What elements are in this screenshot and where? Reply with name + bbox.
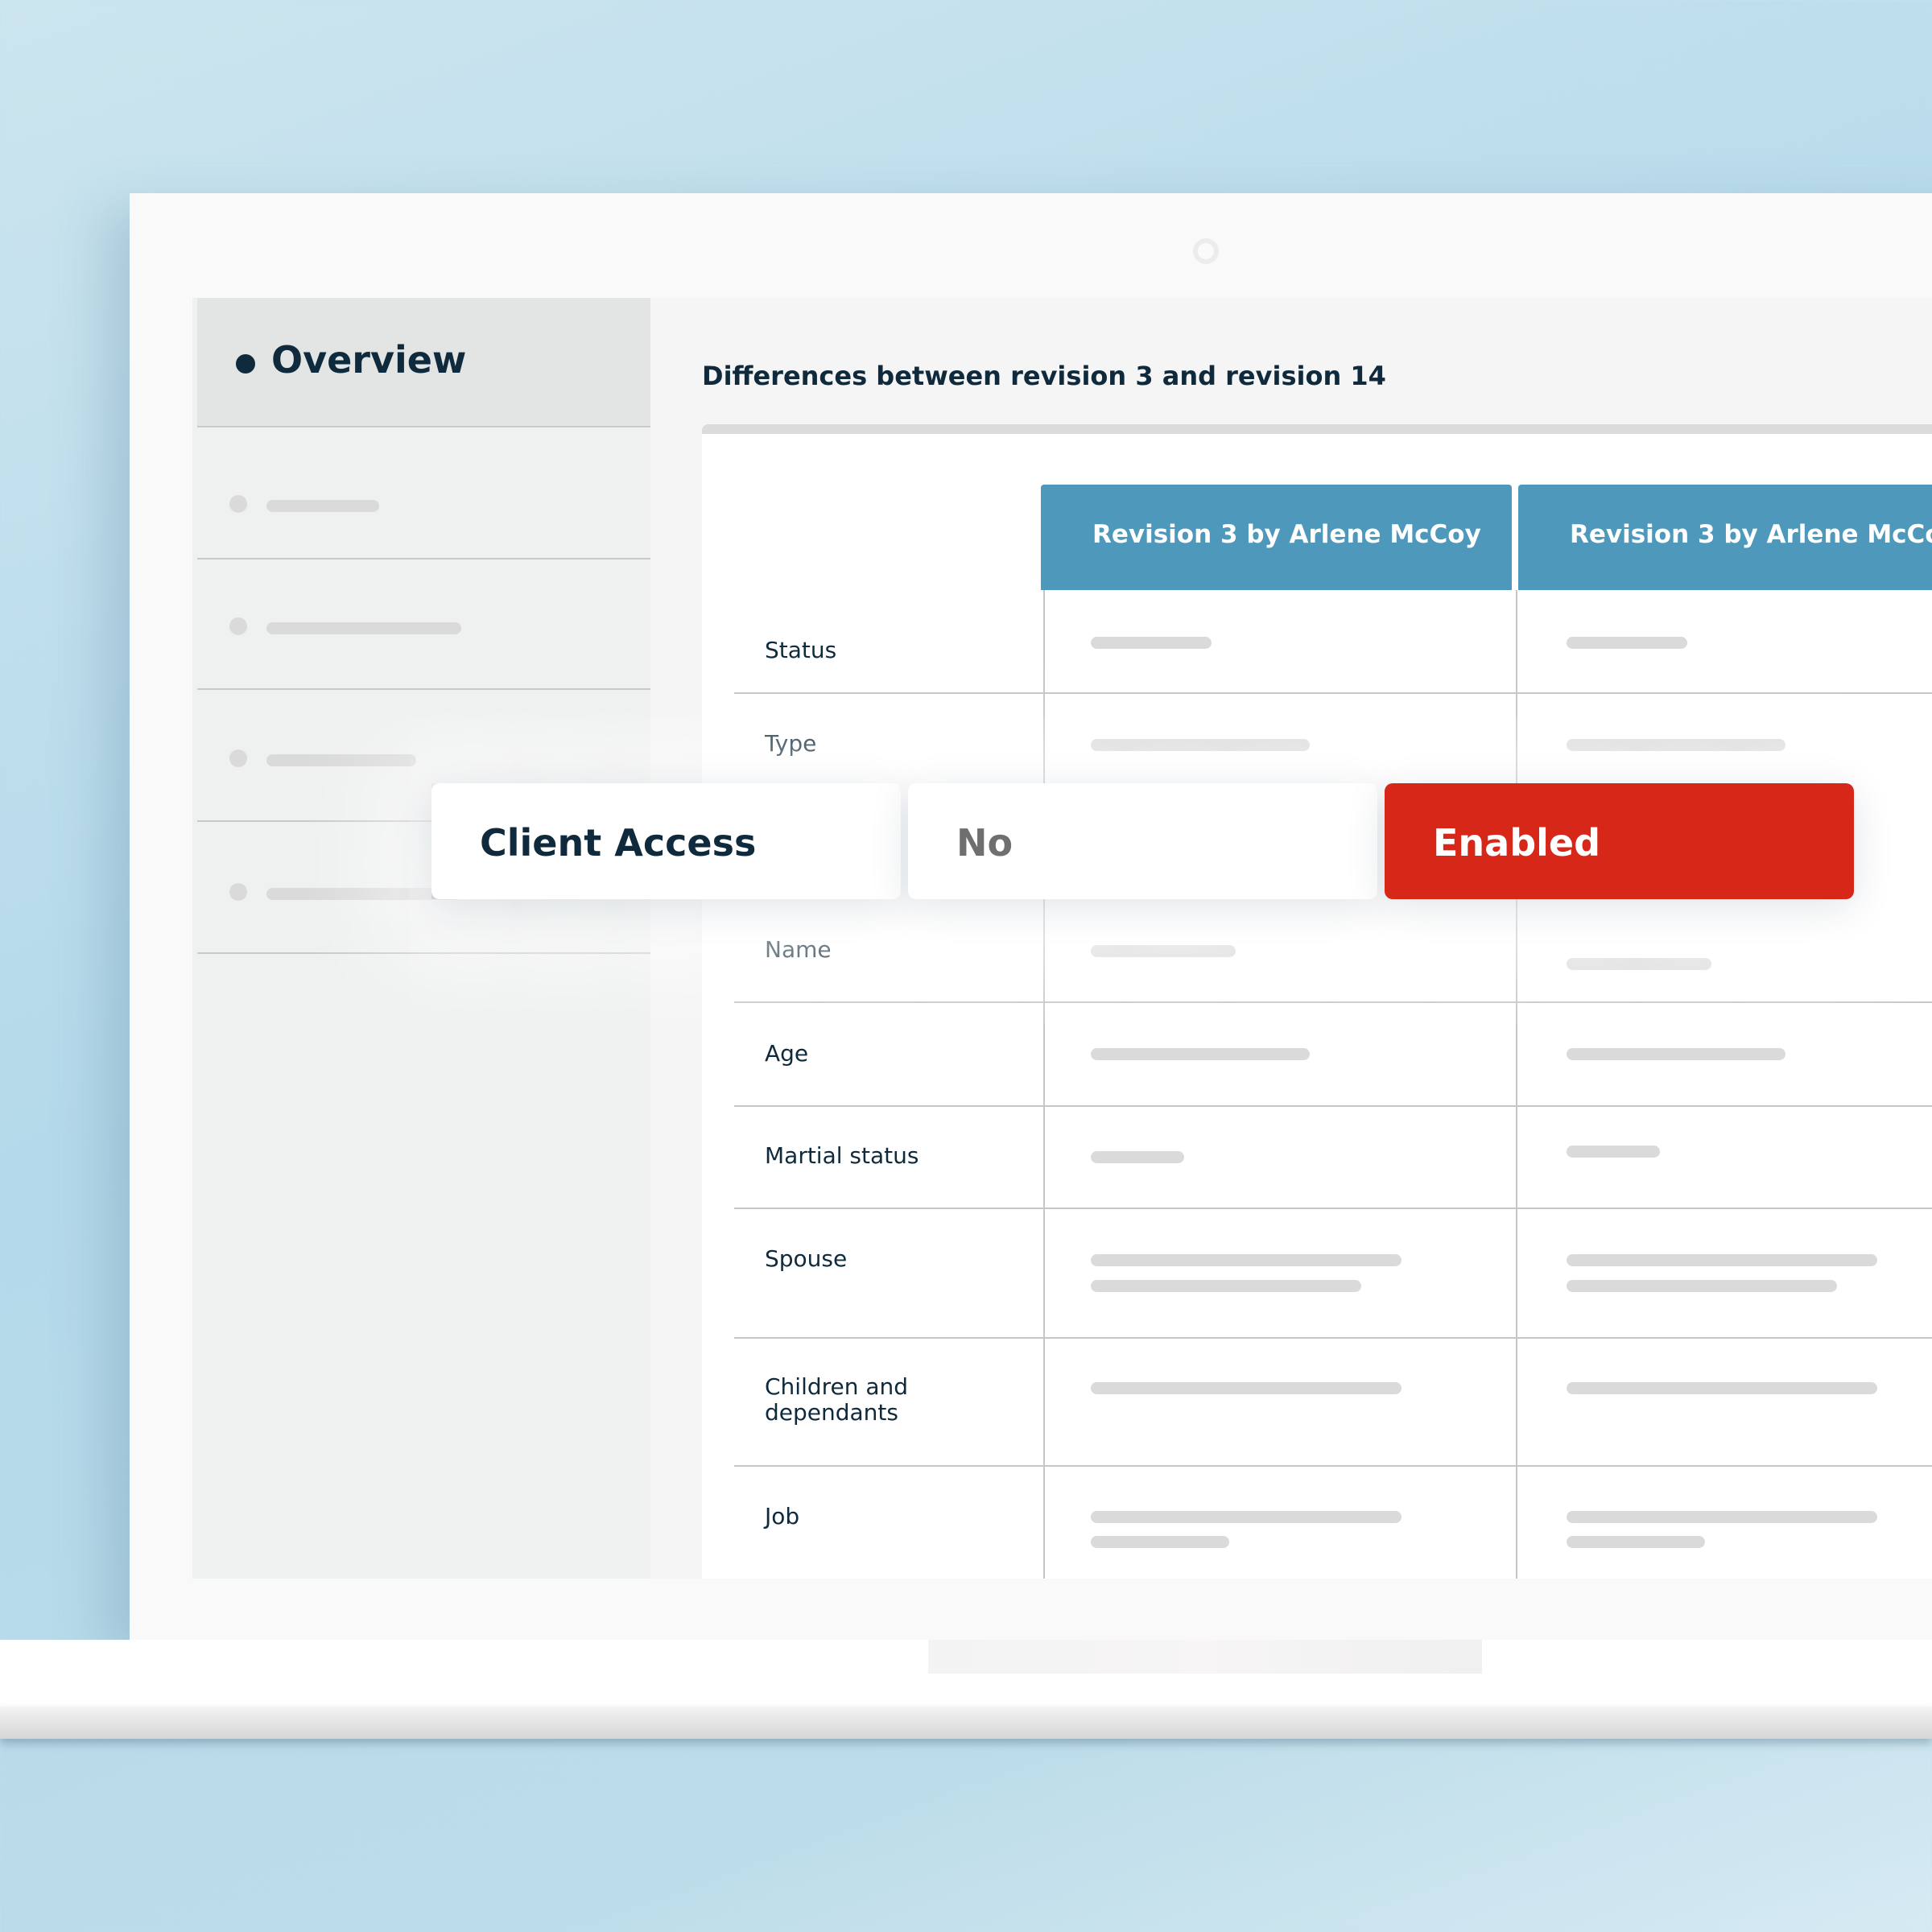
row-divider	[734, 1105, 1932, 1107]
skeleton-value	[1567, 1048, 1785, 1060]
skeleton-value	[1567, 1382, 1877, 1394]
skeleton-value	[1091, 739, 1310, 751]
skeleton-label	[266, 500, 379, 512]
column-header: Revision 3 by Arlene McCoy	[1041, 485, 1512, 590]
skeleton-value	[1567, 1280, 1837, 1292]
skeleton-value	[1091, 637, 1212, 649]
skeleton-value	[1091, 1536, 1229, 1548]
column-header: Revision 3 by Arlene McCoy	[1518, 485, 1932, 590]
bullet-icon	[229, 617, 247, 635]
skeleton-value	[1567, 637, 1687, 649]
bullet-icon	[229, 749, 247, 767]
skeleton-value	[1091, 1151, 1184, 1163]
bullet-icon	[229, 495, 247, 513]
old-value: No	[908, 783, 1377, 899]
sidebar-item[interactable]	[197, 427, 650, 559]
skeleton-label	[266, 622, 461, 634]
skeleton-value	[1567, 958, 1711, 970]
skeleton-value	[1091, 1048, 1310, 1060]
sidebar-item-overview[interactable]: Overview	[197, 298, 650, 427]
row-label-marital-status: Martial status	[765, 1142, 919, 1169]
row-divider	[734, 1337, 1932, 1339]
laptop-notch	[928, 1640, 1482, 1674]
skeleton-value	[1567, 1146, 1660, 1158]
row-label-name: Name	[765, 936, 832, 963]
skeleton-label	[266, 754, 416, 766]
column-divider	[1516, 590, 1517, 1579]
skeleton-value	[1091, 1280, 1361, 1292]
sidebar-item-label: Overview	[271, 338, 467, 382]
row-label-children: Children and dependants	[765, 1373, 909, 1426]
sidebar: Overview	[192, 298, 650, 1579]
bullet-icon	[229, 883, 247, 901]
row-divider	[734, 1465, 1932, 1467]
skeleton-value	[1567, 1254, 1877, 1266]
highlighted-row: Client Access No Enabled	[431, 783, 1855, 899]
highlight-label: Client Access	[431, 783, 901, 899]
laptop-base-edge	[0, 1707, 1932, 1739]
skeleton-value	[1567, 1511, 1877, 1523]
skeleton-value	[1091, 945, 1236, 957]
row-divider	[734, 1001, 1932, 1003]
skeleton-value	[1091, 1382, 1402, 1394]
page-title: Differences between revision 3 and revis…	[702, 361, 1386, 391]
row-label-spouse: Spouse	[765, 1245, 848, 1272]
skeleton-value	[1091, 1254, 1402, 1266]
skeleton-value	[1567, 739, 1785, 751]
row-divider	[734, 692, 1932, 694]
row-label-status: Status	[765, 637, 837, 663]
skeleton-value	[1091, 1511, 1402, 1523]
app-screen: Overview Differences between revision 3 …	[192, 298, 1932, 1579]
skeleton-label	[266, 888, 460, 900]
row-label-type: Type	[765, 730, 817, 757]
sidebar-item[interactable]	[197, 559, 650, 690]
row-label-age: Age	[765, 1040, 809, 1067]
column-divider	[1043, 590, 1045, 1579]
row-label-job: Job	[765, 1503, 800, 1530]
row-divider	[734, 1208, 1932, 1209]
sidebar-item[interactable]	[197, 690, 650, 822]
skeleton-value	[1567, 1536, 1705, 1548]
sidebar-item[interactable]	[197, 822, 650, 954]
new-value-badge: Enabled	[1385, 783, 1854, 899]
bullet-icon	[236, 354, 255, 374]
camera-icon	[1193, 238, 1219, 264]
